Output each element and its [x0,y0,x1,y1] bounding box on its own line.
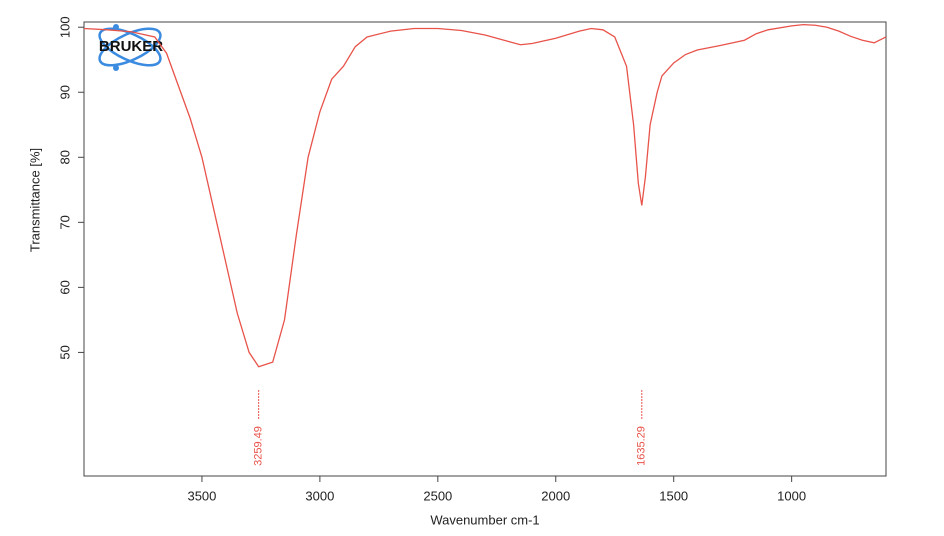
peak-label: 1635.29 [636,426,648,466]
logo-orbit [98,27,162,67]
x-tick-label: 2000 [541,488,570,503]
x-axis-label: Wavenumber cm-1 [430,512,539,527]
y-tick-label: 80 [57,150,72,164]
logo-orbit [98,27,162,67]
logo-text: BRUKER [99,38,163,55]
y-tick-label: 50 [57,345,72,359]
y-tick-label: 60 [57,280,72,294]
peak-label: 3259.49 [253,426,265,466]
spectrum-line [83,23,887,368]
logo-dot [113,65,119,71]
y-tick-label: 90 [57,85,72,99]
plot-frame [83,21,887,477]
y-axis-label: Transmittance [%] [27,148,42,252]
y-tick-label: 100 [57,16,72,38]
x-tick-label: 2500 [423,488,452,503]
x-tick-label: 1500 [659,488,688,503]
x-tick-label: 3500 [187,488,216,503]
x-tick-label: 1000 [777,488,806,503]
logo-dot [113,24,119,30]
logo: BRUKER [98,24,163,71]
y-tick-label: 70 [57,215,72,229]
x-tick-label: 3000 [305,488,334,503]
